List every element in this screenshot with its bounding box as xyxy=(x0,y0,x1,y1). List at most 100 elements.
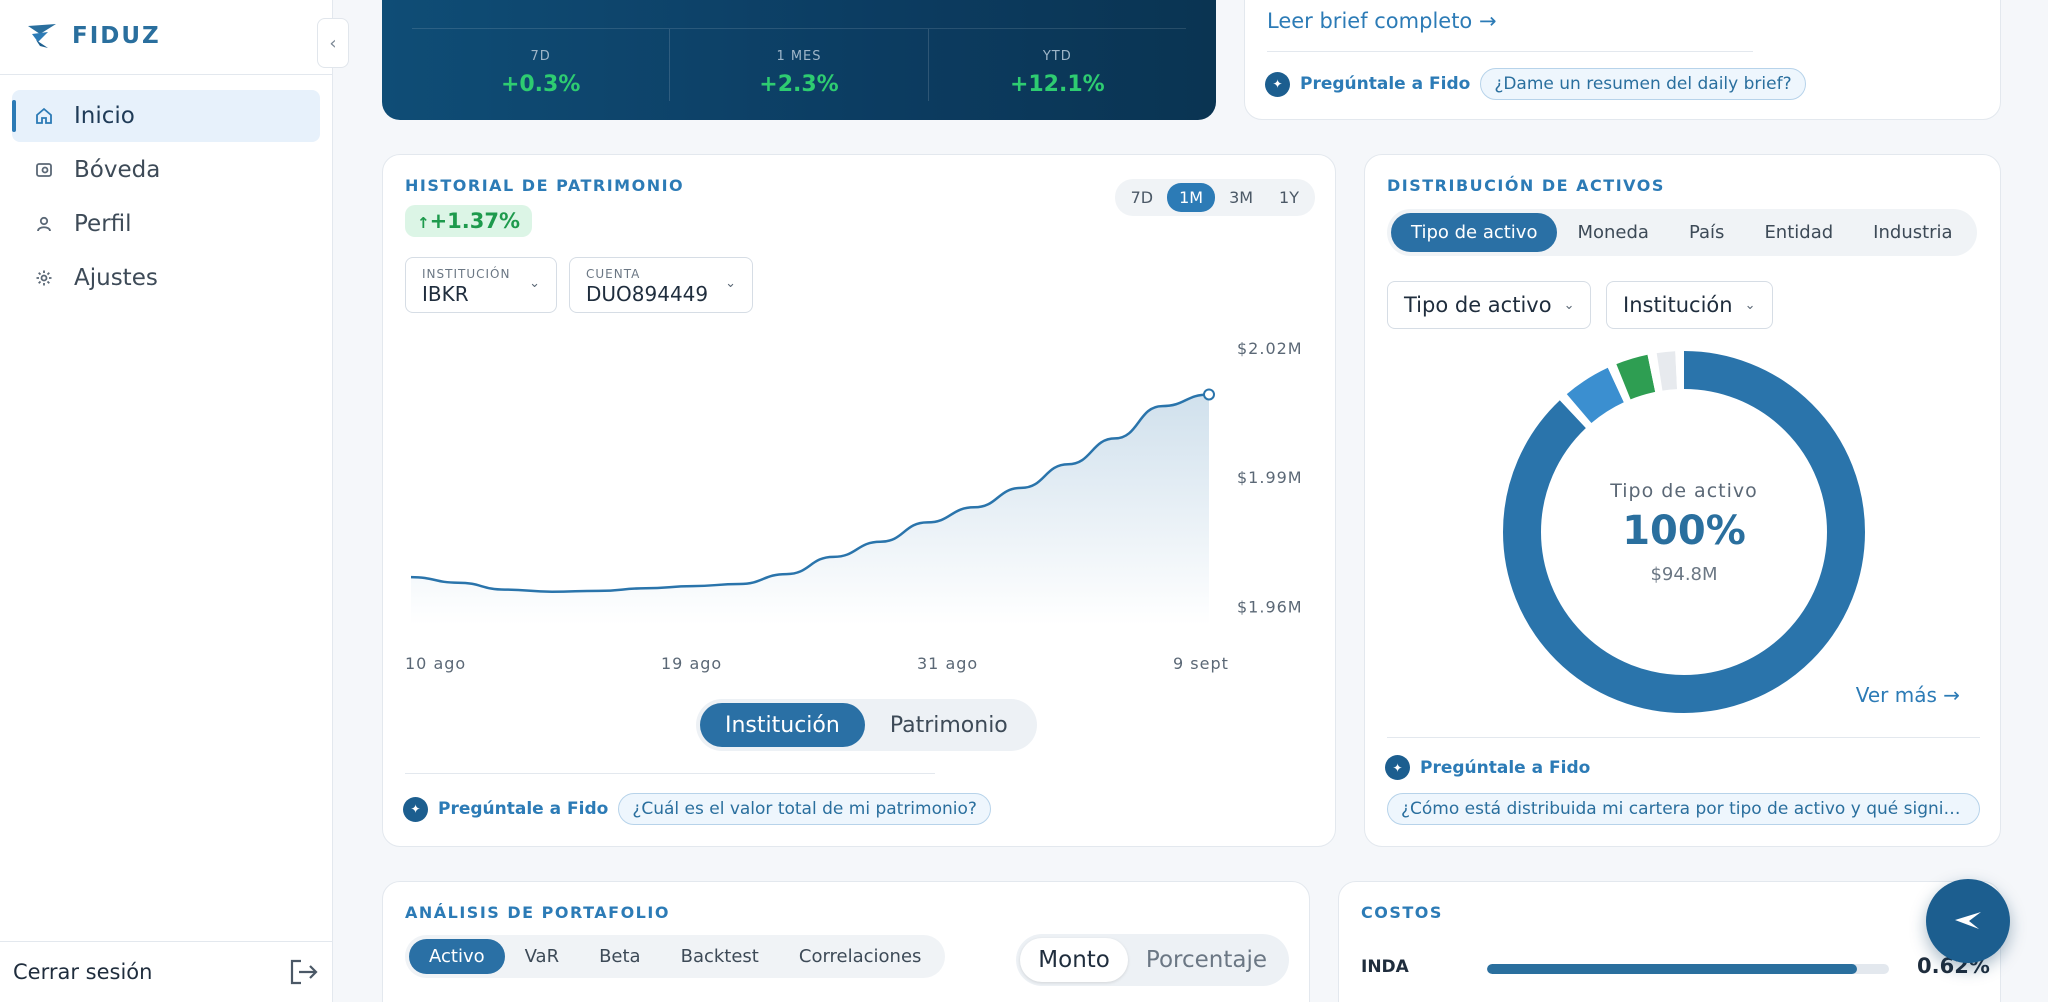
home-icon xyxy=(34,106,54,126)
sidebar-item-inicio[interactable]: Inicio xyxy=(12,90,320,142)
ask-fido-label: Pregúntale a Fido xyxy=(1300,74,1471,94)
mode-porcentaje[interactable]: Porcentaje xyxy=(1145,947,1267,973)
sparkle-icon: ✦ xyxy=(403,796,428,822)
tab-moneda[interactable]: Moneda xyxy=(1577,222,1649,243)
history-title: HISTORIAL DE PATRIMONIO xyxy=(405,176,685,195)
period-1m[interactable]: 1M xyxy=(1167,183,1216,212)
sidebar-item-label: Bóveda xyxy=(74,157,161,183)
performance-card: 7D +0.3% 1 MES +2.3% YTD +12.1% xyxy=(382,0,1216,120)
x-tick-label: 10 ago xyxy=(405,654,466,673)
delta-value: +1.37% xyxy=(429,209,521,233)
chevron-down-icon: ⌄ xyxy=(1563,297,1575,313)
send-icon xyxy=(1955,912,1981,929)
asset-type-dropdown[interactable]: Tipo de activo ⌄ xyxy=(1387,281,1592,329)
divider xyxy=(405,773,935,774)
performance-value: +0.3% xyxy=(500,72,581,97)
vault-icon xyxy=(34,160,54,180)
toggle-institution[interactable]: Institución xyxy=(700,703,865,747)
ask-fido-suggestion[interactable]: ¿Cómo está distribuida mi cartera por ti… xyxy=(1387,793,1980,825)
sidebar-item-label: Perfil xyxy=(74,211,132,237)
account-select-value: DUO894449 xyxy=(586,282,709,306)
tab-activo[interactable]: Activo xyxy=(409,939,505,974)
logout-button[interactable]: Cerrar sesión xyxy=(0,941,333,1002)
x-tick-label: 9 sept xyxy=(1173,654,1229,673)
tab-entidad[interactable]: Entidad xyxy=(1764,222,1834,243)
divider xyxy=(1387,737,1980,738)
x-tick-label: 19 ago xyxy=(661,654,722,673)
history-last-point[interactable] xyxy=(1203,388,1215,401)
institution-dropdown[interactable]: Institución ⌄ xyxy=(1606,281,1773,329)
donut-center-value: 100% xyxy=(1622,507,1746,554)
chevron-down-icon: ⌄ xyxy=(529,276,540,291)
sidebar-item-ajustes[interactable]: Ajustes xyxy=(12,252,320,304)
costs-title: COSTOS xyxy=(1361,903,1443,922)
y-tick-label: $1.96M xyxy=(1237,597,1303,616)
fido-chat-button[interactable] xyxy=(1926,879,2010,963)
y-tick-label: $2.02M xyxy=(1237,339,1303,358)
tab-beta[interactable]: Beta xyxy=(599,946,641,967)
period-7d[interactable]: 7D xyxy=(1130,188,1154,207)
costs-card: COSTOS INDA 0.62% xyxy=(1338,881,2001,1002)
period-selector: 7D 1M 3M 1Y xyxy=(1114,179,1315,216)
chevron-down-icon: ⌄ xyxy=(725,276,736,291)
history-chart: $2.02M $1.99M $1.96M 10 ago 19 ago 31 ago 9 se… xyxy=(405,339,1303,673)
account-select[interactable]: CUENTA DUO894449 ⌄ xyxy=(569,257,753,313)
donut-segment[interactable] xyxy=(1503,351,1865,713)
x-tick-label: 31 ago xyxy=(917,654,978,673)
performance-7d: 7D +0.3% xyxy=(412,29,669,101)
cost-row-name: INDA xyxy=(1361,957,1409,977)
collapse-sidebar-button[interactable]: ‹ xyxy=(317,18,349,68)
distribution-title: DISTRIBUCIÓN DE ACTIVOS xyxy=(1387,176,1665,195)
read-brief-link[interactable]: Leer brief completo → xyxy=(1267,9,1497,33)
gear-icon xyxy=(34,268,54,288)
period-3m[interactable]: 3M xyxy=(1229,188,1254,207)
toggle-patrimonio[interactable]: Patrimonio xyxy=(889,712,1008,738)
distribution-card: DISTRIBUCIÓN DE ACTIVOS Tipo de activo M… xyxy=(1364,154,2001,847)
see-more-link[interactable]: Ver más → xyxy=(1855,683,1960,707)
amount-mode-toggle: Monto Porcentaje xyxy=(1016,934,1289,986)
tab-var[interactable]: VaR xyxy=(524,946,560,967)
institution-select-label: INSTITUCIÓN xyxy=(422,267,511,281)
tab-pais[interactable]: País xyxy=(1688,222,1725,243)
tab-tipo-de-activo[interactable]: Tipo de activo xyxy=(1391,213,1558,252)
sidebar-item-boveda[interactable]: Bóveda xyxy=(12,144,320,196)
donut-center: Tipo de activo 100% $94.8M xyxy=(1501,349,1867,715)
brief-card: Leer brief completo → ✦ Pregúntale a Fid… xyxy=(1244,0,2001,120)
logout-label: Cerrar sesión xyxy=(13,960,153,984)
tab-industria[interactable]: Industria xyxy=(1873,222,1953,243)
mode-monto[interactable]: Monto xyxy=(1020,938,1128,982)
logo-icon xyxy=(28,24,56,48)
logout-icon xyxy=(290,959,318,985)
performance-1m: 1 MES +2.3% xyxy=(669,29,927,101)
ask-fido-suggestion[interactable]: ¿Dame un resumen del daily brief? xyxy=(1480,68,1806,100)
tab-backtest[interactable]: Backtest xyxy=(680,946,759,967)
history-view-toggle: Institución Patrimonio xyxy=(696,699,1037,751)
sidebar-item-label: Ajustes xyxy=(74,265,158,291)
performance-label: 1 MES xyxy=(776,49,822,64)
performance-ytd: YTD +12.1% xyxy=(927,29,1186,101)
period-1y[interactable]: 1Y xyxy=(1279,188,1299,207)
history-card: HISTORIAL DE PATRIMONIO ↑+1.37% 7D 1M 3M… xyxy=(382,154,1336,847)
performance-label: YTD xyxy=(1042,49,1072,64)
sparkle-icon: ✦ xyxy=(1265,71,1290,97)
arrow-up-icon: ↑ xyxy=(417,214,430,232)
chevron-left-icon: ‹ xyxy=(329,32,337,54)
distribution-tabs: Tipo de activo Moneda País Entidad Indus… xyxy=(1387,209,1977,256)
performance-row: 7D +0.3% 1 MES +2.3% YTD +12.1% xyxy=(412,28,1186,101)
institution-select[interactable]: INSTITUCIÓN IBKR ⌄ xyxy=(405,257,557,313)
tab-correlaciones[interactable]: Correlaciones xyxy=(798,946,922,967)
divider xyxy=(1267,51,1753,52)
history-line xyxy=(410,393,1210,593)
cost-bar-fill xyxy=(1487,964,1857,974)
ask-fido-label: Pregúntale a Fido xyxy=(438,799,609,819)
donut-center-label: Tipo de activo xyxy=(1610,479,1758,502)
institution-select-value: IBKR xyxy=(422,282,469,306)
brand[interactable]: FIDUZ xyxy=(26,20,161,52)
sidebar-item-perfil[interactable]: Perfil xyxy=(12,198,320,250)
portfolio-analysis-card: ANÁLISIS DE PORTAFOLIO Activo VaR Beta B… xyxy=(382,881,1310,1002)
ask-fido-suggestion[interactable]: ¿Cuál es el valor total de mi patrimonio… xyxy=(618,793,991,825)
y-tick-label: $1.99M xyxy=(1237,468,1303,487)
performance-value: +2.3% xyxy=(759,72,839,97)
institution-dropdown-value: Institución xyxy=(1623,293,1733,317)
portfolio-tabs: Activo VaR Beta Backtest Correlaciones xyxy=(405,935,946,978)
